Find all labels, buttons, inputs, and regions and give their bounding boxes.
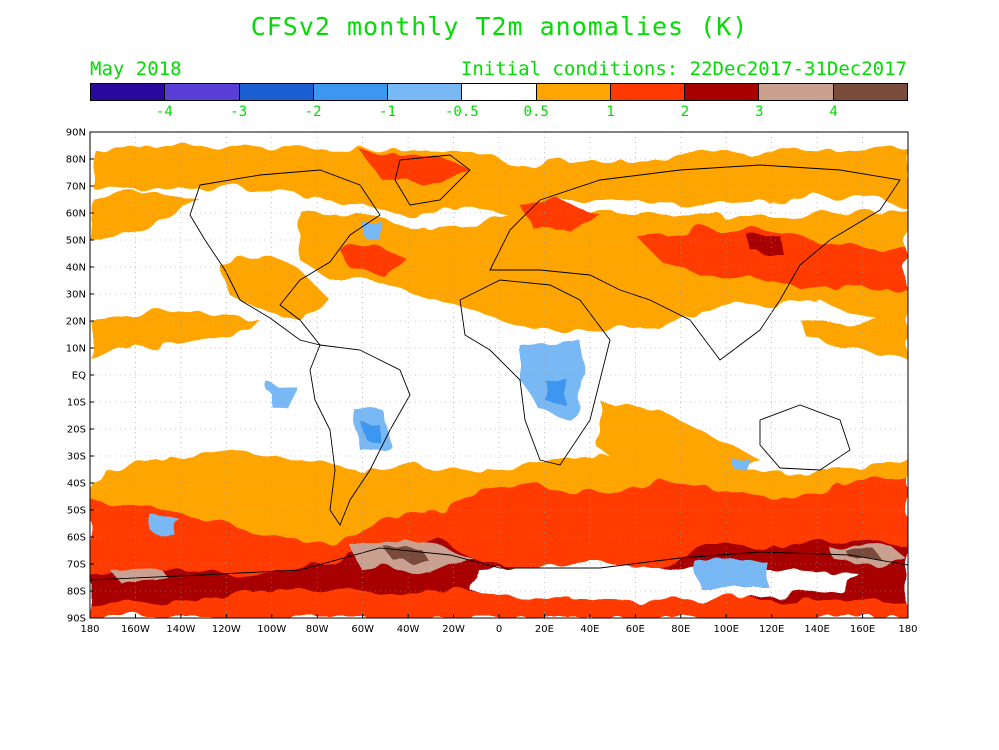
anomaly-region-extreme-ross-west bbox=[110, 568, 170, 582]
colorbar-tick-label: -3 bbox=[230, 104, 248, 120]
grid-lines bbox=[90, 132, 908, 618]
anomaly-region-cool-antarctica bbox=[695, 560, 770, 588]
latitude-label: 90N bbox=[66, 128, 86, 139]
latitude-label: 40S bbox=[67, 479, 86, 490]
latitude-label: EQ bbox=[72, 371, 86, 382]
anomaly-region-cooler-africa bbox=[545, 380, 570, 405]
colorbar-segment bbox=[388, 84, 463, 100]
forecast-month-label: May 2018 bbox=[90, 58, 182, 80]
latitude-label: 70N bbox=[66, 182, 86, 193]
longitude-label: 160E bbox=[850, 624, 875, 635]
anomaly-region-warm-wpacific bbox=[800, 320, 908, 360]
anomaly-region-hot-asia bbox=[640, 230, 908, 290]
colorbar-tick-label: -2 bbox=[304, 104, 322, 120]
longitude-label: 60E bbox=[626, 624, 645, 635]
colorbar-segment bbox=[462, 84, 537, 100]
longitude-label: 20E bbox=[535, 624, 554, 635]
latitude-label: 10N bbox=[66, 344, 86, 355]
longitude-label: 120W bbox=[212, 624, 241, 635]
longitude-label: 40E bbox=[580, 624, 599, 635]
antarctica-outline bbox=[90, 547, 908, 581]
colorbar-tick-label: 4 bbox=[829, 104, 838, 120]
anomaly-region-veryhot-asia bbox=[750, 236, 785, 256]
latitude-label: 90S bbox=[67, 614, 86, 625]
longitude-label: 60W bbox=[351, 624, 374, 635]
anomaly-region-hot-atlantic bbox=[340, 245, 410, 272]
longitude-label: 180 bbox=[898, 624, 917, 635]
longitude-label: 80W bbox=[306, 624, 329, 635]
longitude-label: 160W bbox=[121, 624, 150, 635]
latitude-label: 50S bbox=[67, 506, 86, 517]
latitude-label: 80N bbox=[66, 155, 86, 166]
colorbar-tick-label: 1 bbox=[606, 104, 615, 120]
longitude-label: 100E bbox=[714, 624, 739, 635]
australia-outline bbox=[759, 404, 851, 471]
colorbar-segment bbox=[91, 84, 166, 100]
colorbar-segment bbox=[759, 84, 834, 100]
latitude-label: 50N bbox=[66, 236, 86, 247]
colorbar-segment bbox=[536, 84, 611, 100]
colorbar-segment bbox=[313, 84, 389, 100]
latitude-label: 80S bbox=[67, 587, 86, 598]
latitude-label: 20S bbox=[67, 425, 86, 436]
longitude-label: 120E bbox=[759, 624, 784, 635]
latitude-label: 70S bbox=[67, 560, 86, 571]
colorbar-tick-label: 3 bbox=[755, 104, 764, 120]
longitude-label: 180 bbox=[80, 624, 99, 635]
anomaly-region-cool-australia bbox=[735, 460, 750, 472]
longitude-label: 0 bbox=[496, 624, 502, 635]
latitude-label: 10S bbox=[67, 398, 86, 409]
north-america-outline bbox=[189, 169, 381, 346]
longitude-label: 100W bbox=[257, 624, 286, 635]
anomaly-region-cool-africa bbox=[520, 340, 590, 420]
anomaly-region-warm-indian-ocean bbox=[600, 400, 760, 480]
colorbar-segment bbox=[685, 84, 760, 100]
colorbar-tick-label: -0.5 bbox=[444, 104, 479, 120]
longitude-label: 40W bbox=[397, 624, 420, 635]
latitude-label: 60N bbox=[66, 209, 86, 220]
colorbar-segment bbox=[610, 84, 686, 100]
greenland-outline bbox=[394, 154, 471, 206]
africa-outline bbox=[459, 279, 611, 466]
map-title: CFSv2 monthly T2m anomalies (K) bbox=[250, 12, 749, 41]
anomaly-region-cool-greenland bbox=[365, 225, 385, 240]
anomaly-region-cool-atlantic bbox=[270, 385, 300, 410]
anomaly-region-cool-spacific bbox=[150, 515, 180, 535]
south-america-outline bbox=[309, 344, 411, 526]
colorbar-tick-label: -1 bbox=[379, 104, 396, 120]
longitude-label: 80E bbox=[671, 624, 690, 635]
anomaly-region-cooler-brazil bbox=[365, 425, 380, 440]
latitude-label: 30S bbox=[67, 452, 86, 463]
map-axes: 90N 80N 70N 60N 50N 40N 30N 20N 10N EQ 10S 20S 30S 40… bbox=[66, 128, 918, 636]
anomaly-region-warm-npacific bbox=[90, 190, 200, 240]
eurasia-outline bbox=[489, 164, 901, 361]
longitude-label: 140W bbox=[166, 624, 195, 635]
colorbar-tick-label: -4 bbox=[155, 104, 173, 120]
colorbar-segment bbox=[833, 84, 907, 100]
longitude-label: 140E bbox=[804, 624, 829, 635]
anomaly-region-warm-namerica bbox=[220, 255, 330, 320]
longitude-label: 20W bbox=[442, 624, 465, 635]
anomaly-field bbox=[90, 145, 908, 618]
latitude-label: 40N bbox=[66, 263, 86, 274]
latitude-label: 30N bbox=[66, 290, 86, 301]
latitude-label: 20N bbox=[66, 317, 86, 328]
colorbar-tick-label: 2 bbox=[680, 104, 690, 120]
anomaly-region-warm-tropics bbox=[90, 310, 260, 358]
latitude-label: 60S bbox=[67, 533, 86, 544]
anomaly-region-hot-europe bbox=[520, 200, 600, 230]
colorbar-tick-label: 0.5 bbox=[523, 104, 549, 120]
initial-conditions-label: Initial conditions: 22Dec2017-31Dec2017 bbox=[460, 58, 907, 80]
colorbar bbox=[90, 83, 908, 101]
colorbar-segment bbox=[165, 84, 240, 100]
colorbar-segment bbox=[239, 84, 314, 100]
coastlines bbox=[90, 154, 908, 581]
anomaly-region-hot-arctic bbox=[360, 150, 470, 185]
